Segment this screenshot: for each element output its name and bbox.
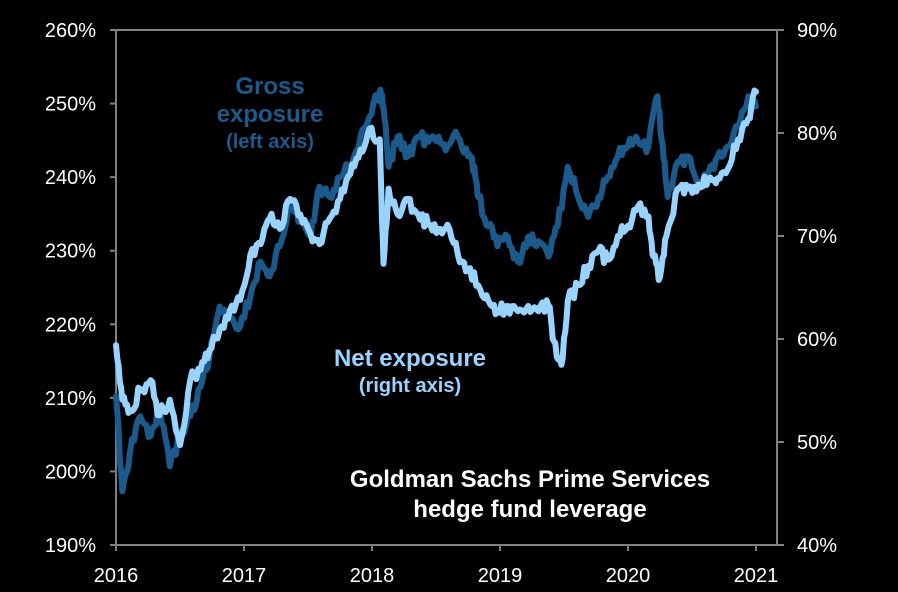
title-line-1: Goldman Sachs Prime Services [350, 466, 710, 493]
left-tick-label: 220% [45, 314, 96, 336]
x-tick-label: 2016 [94, 565, 139, 587]
x-tick-label: 2020 [606, 565, 651, 587]
left-tick-label: 250% [45, 94, 96, 116]
left-y-axis: 190% 200% 210% 220% 230% 240% 250% 260% [45, 20, 116, 557]
x-tick-label: 2019 [478, 565, 523, 587]
right-tick-label: 50% [797, 432, 837, 454]
x-tick-label: 2018 [350, 565, 395, 587]
left-tick-label: 230% [45, 241, 96, 263]
right-tick-label: 70% [797, 226, 837, 248]
right-tick-label: 40% [797, 535, 837, 557]
right-tick-label: 80% [797, 123, 837, 145]
right-y-axis: 40% 50% 60% 70% 80% 90% [777, 20, 837, 557]
series-layer [113, 86, 759, 495]
gross-exposure-label: Gross exposure (left axis) [217, 73, 324, 153]
net-label-line-2: (right axis) [359, 375, 461, 397]
gross-label-line-3: (left axis) [226, 131, 314, 153]
right-tick-label: 90% [797, 20, 837, 42]
gross-label-line-1: Gross [235, 73, 304, 100]
net-label-line-1: Net exposure [334, 345, 486, 372]
left-tick-label: 190% [45, 535, 96, 557]
x-tick-label: 2021 [734, 565, 779, 587]
title-line-2: hedge fund leverage [413, 496, 646, 523]
net-exposure-line [113, 87, 759, 449]
chart-title: Goldman Sachs Prime Services hedge fund … [350, 466, 710, 523]
gross-label-line-2: exposure [217, 101, 324, 128]
left-tick-label: 260% [45, 20, 96, 42]
net-exposure-label: Net exposure (right axis) [334, 345, 486, 397]
left-tick-label: 240% [45, 167, 96, 189]
left-tick-label: 210% [45, 388, 96, 410]
right-tick-label: 60% [797, 329, 837, 351]
x-axis: 2016 2017 2018 2019 2020 2021 [94, 545, 779, 587]
gross-exposure-line [113, 86, 759, 495]
left-tick-label: 200% [45, 461, 96, 483]
plot-frame [110, 29, 783, 546]
x-tick-label: 2017 [222, 565, 267, 587]
